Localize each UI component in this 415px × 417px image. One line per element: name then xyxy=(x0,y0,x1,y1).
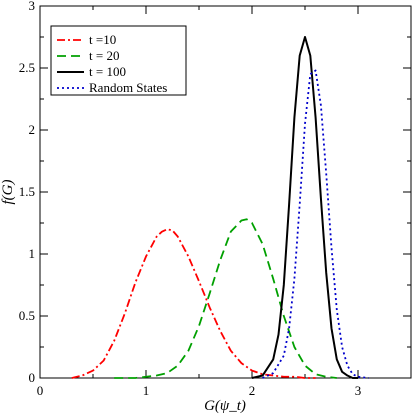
y-tick-label: 1.5 xyxy=(19,184,35,199)
y-tick-label: 0.5 xyxy=(19,308,35,323)
legend-label-3: Random States xyxy=(89,80,167,95)
series-line-3 xyxy=(262,69,369,379)
y-tick-label: 2.5 xyxy=(19,60,35,75)
x-tick-label: 1 xyxy=(143,383,150,398)
y-tick-label: 2 xyxy=(29,122,36,137)
series-line-1 xyxy=(114,218,337,379)
x-tick-label: 2 xyxy=(249,383,256,398)
legend-label-0: t =10 xyxy=(89,32,116,47)
legend-label-2: t = 100 xyxy=(89,64,126,79)
legend-label-1: t = 20 xyxy=(89,48,119,63)
x-tick-label: 3 xyxy=(355,383,362,398)
y-axis-label: f(G) xyxy=(0,180,16,205)
series-line-2 xyxy=(251,36,358,379)
x-axis-label: G(ψ_t) xyxy=(204,398,246,414)
legend-box xyxy=(50,25,187,96)
y-tick-label: 1 xyxy=(29,246,36,261)
y-tick-label: 0 xyxy=(29,370,36,385)
x-tick-label: 0 xyxy=(37,383,44,398)
series-line-0 xyxy=(71,228,316,379)
y-tick-label: 3 xyxy=(29,0,36,13)
